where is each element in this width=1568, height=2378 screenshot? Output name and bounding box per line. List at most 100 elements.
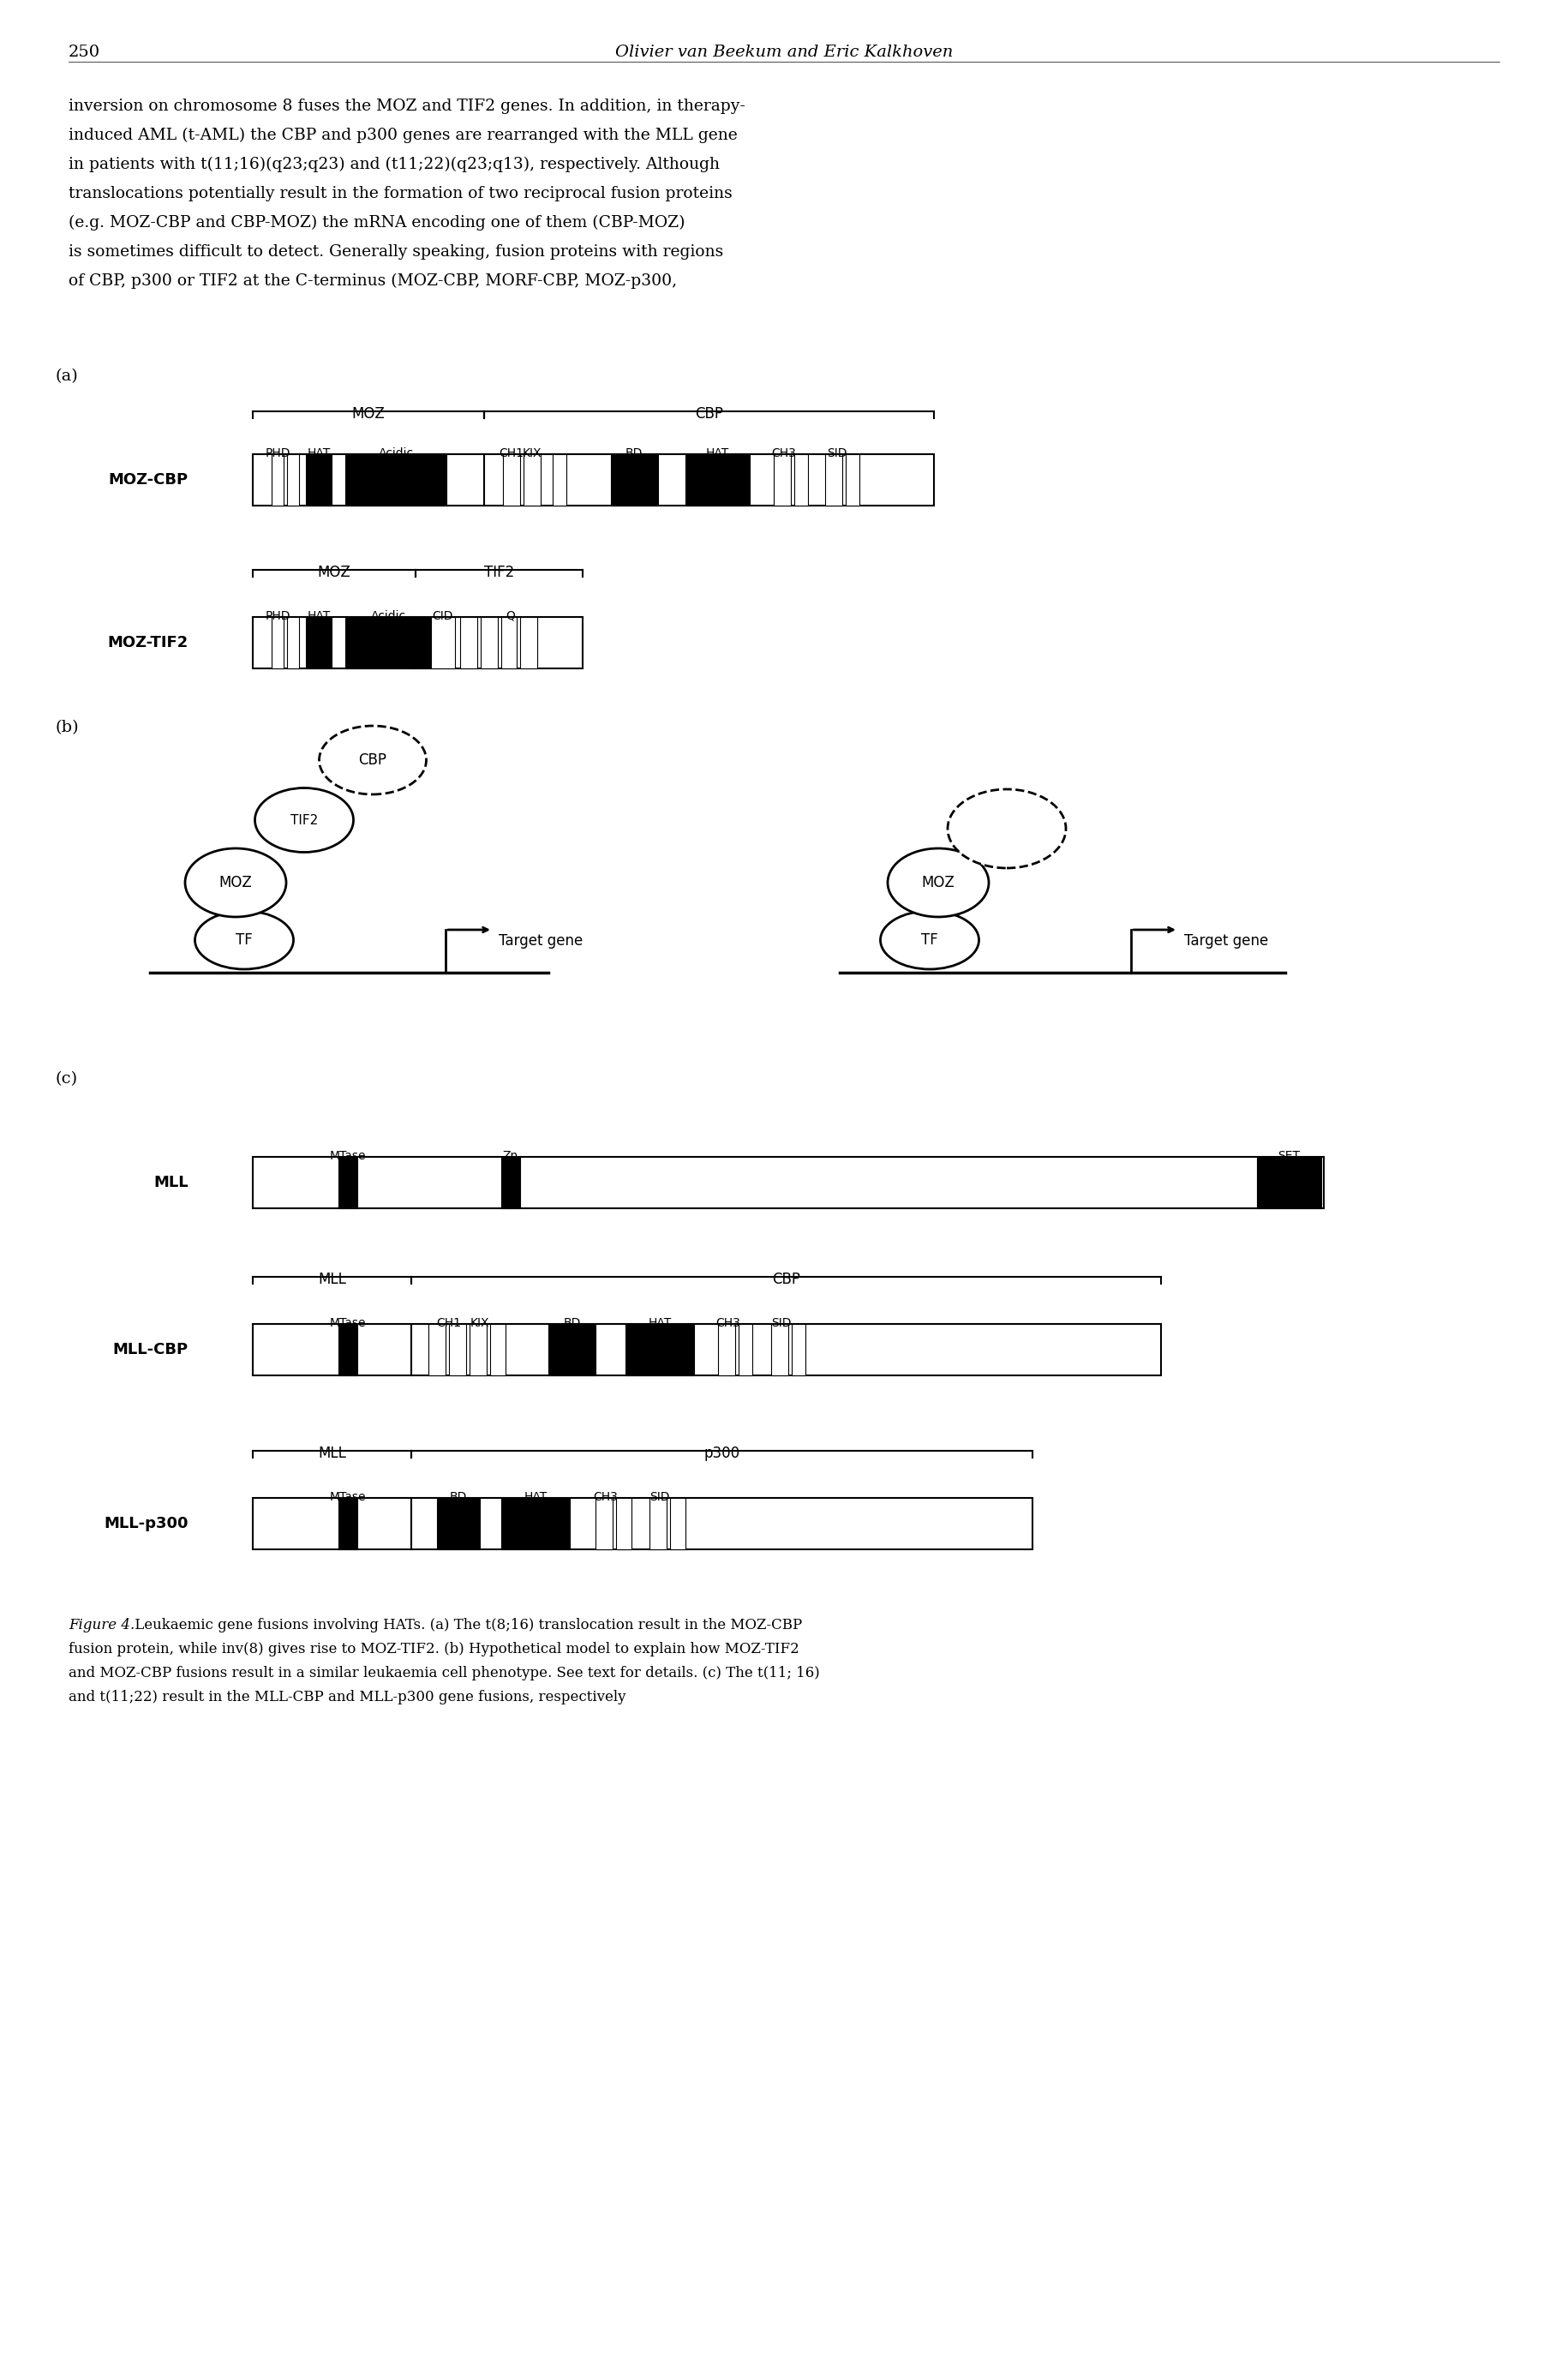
Text: MTase: MTase — [329, 1317, 365, 1329]
Text: of CBP, p300 or TIF2 at the C-terminus (MOZ-CBP, MORF-CBP, MOZ-p300,: of CBP, p300 or TIF2 at the C-terminus (… — [69, 273, 677, 290]
Text: (c): (c) — [55, 1070, 78, 1087]
Bar — [437, 1498, 480, 1550]
Text: and MOZ-CBP fusions result in a similar leukaemia cell phenotype. See text for d: and MOZ-CBP fusions result in a similar … — [69, 1667, 820, 1681]
Text: PHD: PHD — [265, 447, 290, 459]
Bar — [500, 1498, 569, 1550]
Bar — [718, 1325, 735, 1374]
Text: SID: SID — [649, 1491, 670, 1503]
Text: CBP: CBP — [359, 751, 387, 768]
Text: fusion protein, while inv(8) gives rise to MOZ-TIF2. (b) Hypothetical model to e: fusion protein, while inv(8) gives rise … — [69, 1641, 798, 1657]
Bar — [287, 616, 299, 668]
Text: MLL-p300: MLL-p300 — [103, 1515, 188, 1531]
Bar — [773, 454, 790, 507]
Text: CH1: CH1 — [436, 1317, 461, 1329]
Text: (b): (b) — [55, 721, 80, 735]
Text: CH3: CH3 — [771, 447, 797, 459]
Bar — [771, 1325, 787, 1374]
Bar — [489, 1325, 505, 1374]
Bar — [610, 454, 657, 507]
Bar — [252, 1156, 1323, 1208]
Text: CBP: CBP — [771, 1272, 800, 1286]
Bar — [500, 1156, 521, 1208]
Bar — [287, 454, 299, 507]
Text: KIX: KIX — [522, 447, 541, 459]
Bar — [793, 454, 808, 507]
Text: induced AML (t-AML) the CBP and p300 genes are rearranged with the MLL gene: induced AML (t-AML) the CBP and p300 gen… — [69, 128, 737, 143]
Text: BD: BD — [626, 447, 643, 459]
Bar — [459, 616, 477, 668]
Text: CBP: CBP — [993, 820, 1021, 837]
Text: translocations potentially result in the formation of two reciprocal fusion prot: translocations potentially result in the… — [69, 185, 732, 202]
Text: MOZ: MOZ — [351, 407, 384, 421]
Text: (e.g. MOZ-CBP and CBP-MOZ) the mRNA encoding one of them (CBP-MOZ): (e.g. MOZ-CBP and CBP-MOZ) the mRNA enco… — [69, 214, 685, 231]
Text: MLL: MLL — [154, 1175, 188, 1191]
Bar — [503, 454, 521, 507]
Text: SID: SID — [771, 1317, 792, 1329]
Bar — [616, 1498, 632, 1550]
Text: CBP: CBP — [695, 407, 723, 421]
Text: MLL: MLL — [318, 1446, 347, 1460]
Text: and t(11;22) result in the MLL-CBP and MLL-p300 gene fusions, respectively: and t(11;22) result in the MLL-CBP and M… — [69, 1691, 626, 1705]
Text: MTase: MTase — [329, 1491, 365, 1503]
Bar — [670, 1498, 685, 1550]
Bar — [448, 1325, 466, 1374]
Bar — [552, 454, 566, 507]
Text: (a): (a) — [55, 369, 78, 383]
Text: CH3: CH3 — [593, 1491, 618, 1503]
Text: Acidic: Acidic — [370, 611, 406, 623]
Text: MOZ-TIF2: MOZ-TIF2 — [108, 635, 188, 652]
Text: Olivier van Beekum and Eric Kalkhoven: Olivier van Beekum and Eric Kalkhoven — [615, 45, 952, 59]
Text: MOZ: MOZ — [220, 875, 252, 889]
Text: MTase: MTase — [329, 1151, 365, 1163]
Bar — [428, 1325, 445, 1374]
Ellipse shape — [318, 725, 426, 794]
Bar — [469, 1325, 486, 1374]
Text: MLL-CBP: MLL-CBP — [113, 1341, 188, 1358]
Ellipse shape — [194, 911, 293, 970]
Bar — [626, 1325, 693, 1374]
Text: 250: 250 — [69, 45, 100, 59]
Bar — [1256, 1156, 1320, 1208]
Text: is sometimes difficult to detect. Generally speaking, fusion proteins with regio: is sometimes difficult to detect. Genera… — [69, 245, 723, 259]
Ellipse shape — [887, 849, 988, 918]
Text: TF: TF — [920, 932, 938, 949]
Ellipse shape — [880, 911, 978, 970]
Text: BD: BD — [450, 1491, 467, 1503]
Text: MOZ: MOZ — [920, 875, 955, 889]
Bar — [549, 1325, 596, 1374]
Bar — [345, 454, 447, 507]
Bar — [524, 454, 541, 507]
Bar — [792, 1325, 804, 1374]
Text: HAT: HAT — [648, 1317, 671, 1329]
Text: Acidic: Acidic — [378, 447, 414, 459]
Text: MOZ: MOZ — [317, 564, 351, 580]
Bar — [252, 1325, 1160, 1374]
Bar — [431, 616, 455, 668]
Text: CH1: CH1 — [499, 447, 524, 459]
Text: PHD: PHD — [265, 611, 290, 623]
Text: CID: CID — [433, 611, 453, 623]
Text: HAT: HAT — [307, 447, 331, 459]
Text: Target gene: Target gene — [499, 932, 583, 949]
Bar — [339, 1498, 358, 1550]
Bar — [500, 616, 516, 668]
Text: Q: Q — [506, 611, 514, 623]
Text: TIF2: TIF2 — [290, 813, 318, 828]
Text: Zn: Zn — [503, 1151, 517, 1163]
Text: Target gene: Target gene — [1184, 932, 1267, 949]
Text: in patients with t(11;16)(q23;q23) and (t11;22)(q23;q13), respectively. Although: in patients with t(11;16)(q23;q23) and (… — [69, 157, 720, 174]
Text: HAT: HAT — [307, 611, 331, 623]
Bar — [685, 454, 750, 507]
Ellipse shape — [185, 849, 285, 918]
Bar — [825, 454, 842, 507]
Bar — [649, 1498, 666, 1550]
Text: SID: SID — [826, 447, 847, 459]
Bar — [596, 1498, 612, 1550]
Text: Leukaemic gene fusions involving HATs. (a) The t(8;16) translocation result in t: Leukaemic gene fusions involving HATs. (… — [130, 1617, 801, 1631]
Bar — [271, 454, 284, 507]
Bar — [339, 1325, 358, 1374]
Text: MOZ-CBP: MOZ-CBP — [108, 473, 188, 487]
Bar — [845, 454, 859, 507]
Text: KIX: KIX — [470, 1317, 489, 1329]
Text: SET: SET — [1276, 1151, 1300, 1163]
